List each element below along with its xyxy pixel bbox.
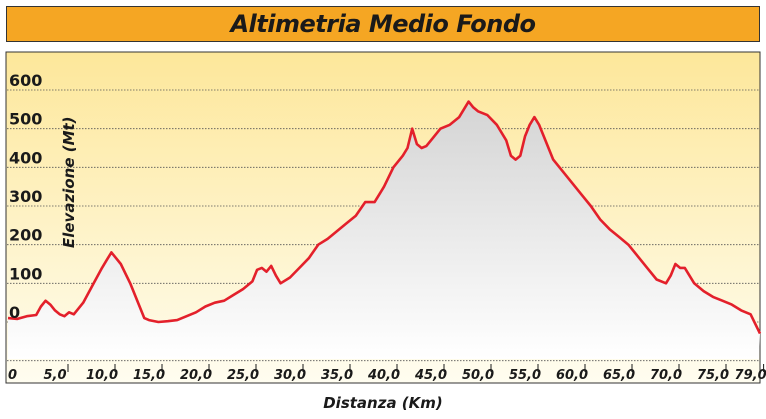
x-tick-label: 20,0 [180, 368, 212, 383]
y-axis-label: Elevazione (Mt) [60, 116, 78, 248]
y-axis-ticks: 600 500 400 300 200 100 0 [9, 71, 42, 322]
x-tick-label: 60,0 [556, 368, 588, 383]
x-axis-ticks: 0 5,0 10,0 15,0 20,0 25,0 30,0 35,0 40,0 45,0 50,0… [8, 364, 766, 383]
x-tick-label: 30,0 [274, 368, 306, 383]
x-tick-label: 70,0 [650, 368, 682, 383]
x-tick-label: 15,0 [133, 368, 165, 383]
y-tick-label: 0 [9, 303, 20, 322]
elevation-area [8, 101, 760, 359]
x-tick-label: 65,0 [603, 368, 635, 383]
x-tick-label: 0 [8, 368, 17, 383]
y-tick-label: 300 [9, 187, 42, 206]
x-tick-label: 40,0 [367, 368, 400, 383]
y-tick-label: 400 [9, 148, 42, 167]
x-tick-label: 75,0 [697, 368, 729, 383]
chart-title-bar: Altimetria Medio Fondo [6, 6, 760, 42]
x-tick-label: 35,0 [321, 368, 353, 383]
x-tick-label: 5,0 [43, 368, 66, 383]
y-tick-label: 500 [9, 110, 42, 129]
x-tick-label: 79,0 [735, 368, 766, 383]
x-tick-label: 45,0 [414, 368, 447, 383]
x-axis-label: Distanza (Km) [323, 394, 443, 412]
x-tick-label: 25,0 [227, 368, 259, 383]
x-tick-label: 50,0 [462, 368, 494, 383]
elevation-line [7, 100, 762, 335]
x-tick-label: 10,0 [86, 368, 118, 383]
y-tick-label: 100 [9, 264, 42, 283]
chart-title: Altimetria Medio Fondo [230, 10, 536, 38]
y-tick-label: 600 [9, 71, 42, 90]
y-tick-label: 200 [9, 226, 42, 245]
x-tick-label: 55,0 [509, 368, 541, 383]
